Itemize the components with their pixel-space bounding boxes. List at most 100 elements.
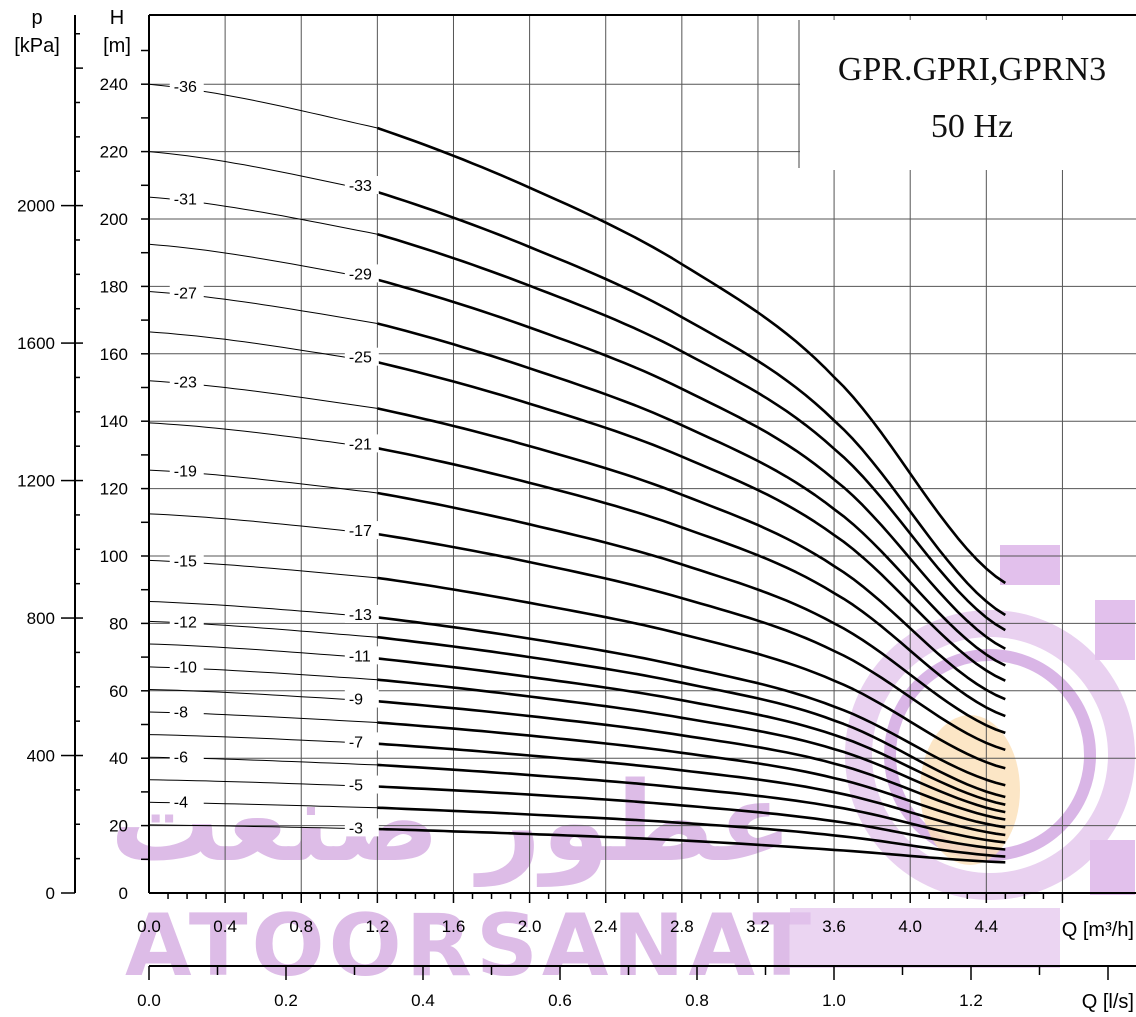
p-axis-unit: [kPa]: [14, 35, 60, 57]
p-tick-label: 1200: [17, 472, 55, 491]
curve-label-33: -33: [349, 178, 372, 195]
curve-label-bg: [344, 689, 379, 708]
x-tick-label: 2.4: [594, 917, 618, 936]
curve-label-bg: [169, 657, 204, 676]
curve-7-operating: [377, 742, 1006, 837]
curve-29-operating: [377, 278, 1006, 650]
curve-label-11: -11: [349, 648, 371, 665]
curve-label-bg: [169, 792, 204, 811]
h-tick-label: 80: [109, 614, 128, 633]
curve-label-bg: [169, 372, 204, 391]
curve-17-operating: [377, 532, 1006, 752]
curve-label-bg: [169, 283, 204, 302]
curve-4-operating: [377, 806, 1006, 858]
h-axis-unit: [m]: [103, 35, 131, 57]
curve-label-bg: [344, 818, 379, 837]
x2-axis-label: Q [l/s]: [1082, 991, 1134, 1013]
x2-tick-label: 1.2: [959, 991, 983, 1010]
curve-31-operating: [377, 232, 1006, 632]
curve-label-bg: [169, 702, 204, 721]
curve-17-low-flow: [148, 513, 378, 535]
curve-label-29: -29: [349, 266, 372, 283]
h-tick-label: 180: [100, 277, 128, 296]
h-tick-label: 200: [100, 210, 128, 229]
curve-label-bg: [344, 176, 379, 195]
curve-25-low-flow: [148, 331, 378, 363]
h-tick-label: 240: [100, 75, 128, 94]
chart-subtitle: 50 Hz: [931, 108, 1013, 145]
curve-7-low-flow: [148, 734, 378, 745]
curve-19-operating: [377, 491, 1006, 735]
curve-label-27: -27: [174, 285, 197, 302]
curve-label-bg: [344, 347, 379, 366]
p-axis-symbol: p: [31, 7, 42, 29]
x2-tick-label: 0.8: [685, 991, 709, 1010]
curve-10-operating: [377, 678, 1006, 814]
curve-label-12: -12: [174, 614, 197, 631]
curve-33-low-flow: [148, 151, 378, 193]
h-tick-label: 20: [109, 817, 128, 836]
curve-label-13: -13: [349, 607, 372, 624]
curve-label-36: -36: [174, 79, 197, 96]
curve-label-bg: [169, 551, 204, 570]
curve-label-3: -3: [349, 820, 363, 837]
curve-label-23: -23: [174, 375, 197, 392]
h-tick-label: 100: [100, 547, 128, 566]
h-tick-label: 0: [119, 884, 128, 903]
curve-23-operating: [377, 407, 1006, 701]
h-tick-label: 120: [100, 480, 128, 499]
chart-title: GPR.GPRI,GPRN3: [838, 51, 1106, 88]
curve-3-operating: [377, 827, 1006, 864]
curve-12-operating: [377, 635, 1006, 799]
curve-21-low-flow: [148, 422, 378, 449]
x-tick-label: 0.8: [289, 917, 313, 936]
curve-29-low-flow: [148, 243, 378, 281]
x2-tick-label: 0.6: [548, 991, 572, 1010]
curve-36-operating: [376, 126, 1007, 585]
curve-9-operating: [377, 699, 1006, 821]
x2-tick-label: 0.0: [137, 991, 161, 1010]
curve-13-low-flow: [148, 601, 378, 618]
x-tick-label: 1.6: [442, 917, 466, 936]
x-tick-label: 2.8: [670, 917, 694, 936]
curve-label-21: -21: [349, 436, 372, 453]
curve-11-low-flow: [148, 643, 378, 659]
curve-8-operating: [377, 721, 1006, 829]
p-tick-label: 2000: [17, 197, 55, 216]
curve-label-bg: [169, 76, 204, 95]
curve-label-bg: [169, 189, 204, 208]
curve-11-operating: [377, 657, 1006, 806]
curve-label-10: -10: [174, 660, 197, 677]
watermark: عطور صنعت ATOORSANAT: [110, 545, 1135, 996]
curve-25-operating: [377, 360, 1006, 682]
curve-label-bg: [344, 732, 379, 751]
curve-label-15: -15: [174, 553, 197, 570]
x2-tick-label: 1.0: [822, 991, 846, 1010]
h-tick-label: 140: [100, 412, 128, 431]
curve-21-operating: [377, 446, 1006, 718]
watermark-bar: [790, 908, 1060, 968]
curve-15-operating: [377, 576, 1006, 770]
curve-13-operating: [377, 616, 1006, 787]
x-tick-label: 2.0: [518, 917, 542, 936]
x-tick-label: 3.2: [746, 917, 770, 936]
x2-tick-label: 0.2: [274, 991, 298, 1010]
curve-label-9: -9: [349, 692, 363, 709]
curve-label-25: -25: [349, 350, 372, 367]
x-tick-label: 1.2: [366, 917, 390, 936]
curve-label-bg: [344, 434, 379, 453]
curve-label-bg: [344, 775, 379, 794]
x-tick-label: 4.4: [974, 917, 998, 936]
curve-label-bg: [169, 461, 204, 480]
p-tick-label: 1600: [17, 334, 55, 353]
curve-label-19: -19: [174, 464, 197, 481]
x-tick-label: 0.4: [213, 917, 237, 936]
curve-label-8: -8: [174, 705, 188, 722]
curve-label-6: -6: [174, 750, 188, 767]
h-tick-label: 160: [100, 345, 128, 364]
curve-27-operating: [377, 322, 1006, 667]
curve-label-bg: [344, 264, 379, 283]
curve-label-bg: [169, 612, 204, 631]
watermark-brand: ATOORSANAT: [125, 896, 815, 996]
